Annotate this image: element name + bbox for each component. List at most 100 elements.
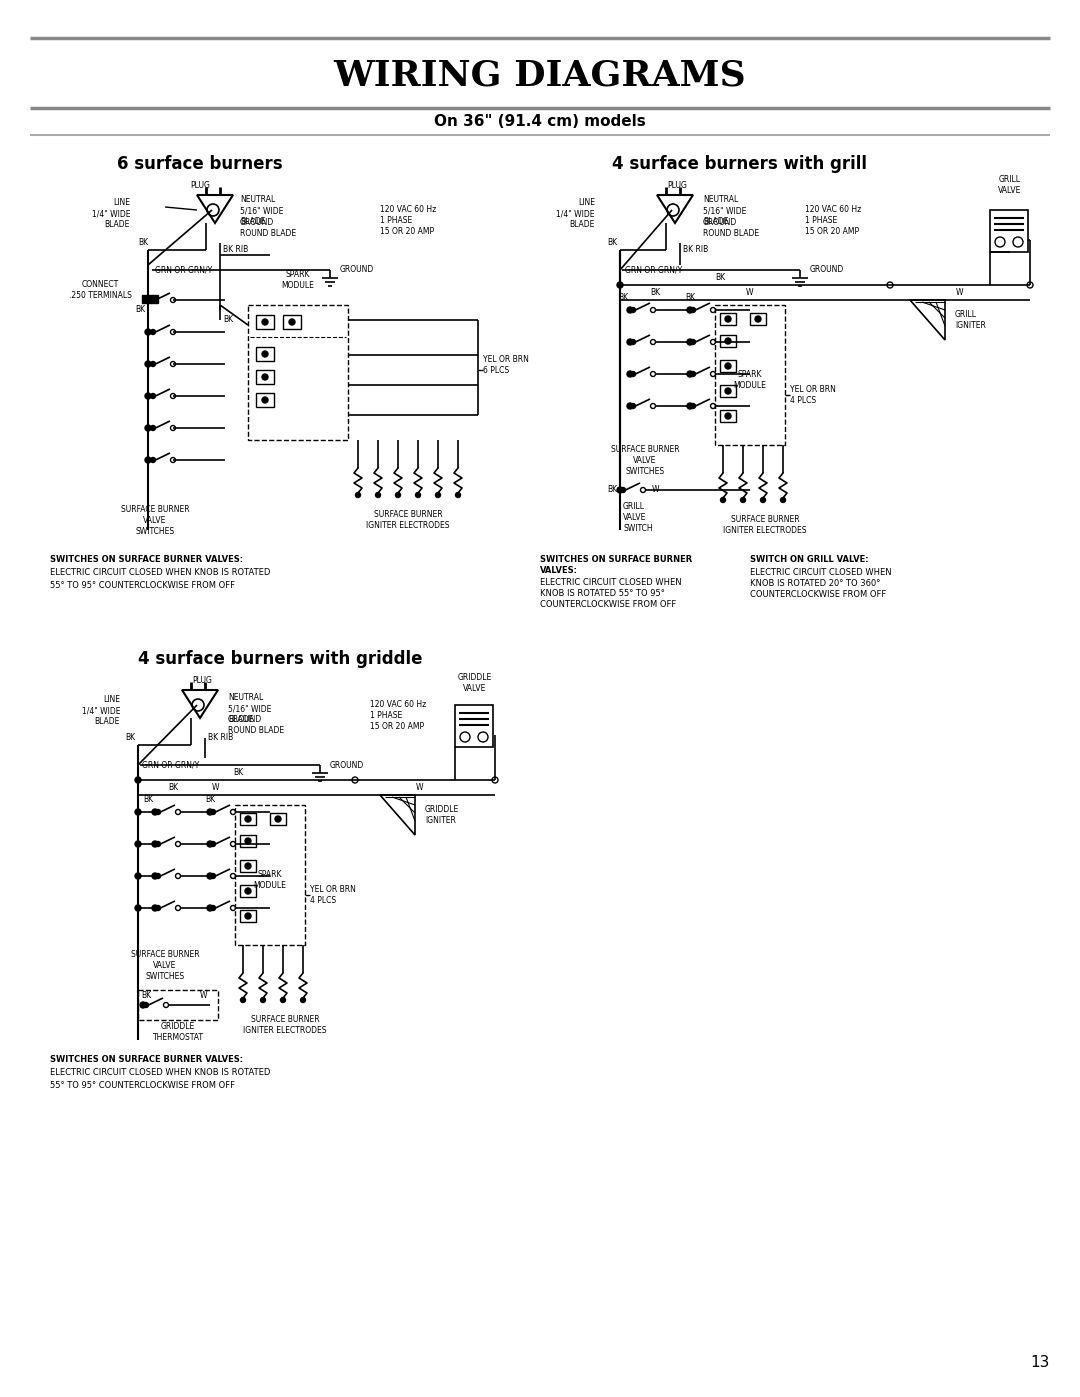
Circle shape: [631, 404, 635, 408]
Circle shape: [725, 414, 731, 419]
Text: LINE
1/4" WIDE
BLADE: LINE 1/4" WIDE BLADE: [81, 694, 120, 726]
Text: 4 surface burners with griddle: 4 surface burners with griddle: [138, 650, 422, 668]
Bar: [248, 305, 348, 440]
Circle shape: [245, 863, 251, 869]
Circle shape: [207, 809, 213, 814]
Circle shape: [621, 488, 625, 493]
Circle shape: [156, 873, 161, 879]
Circle shape: [241, 997, 245, 1003]
Text: W: W: [746, 288, 754, 298]
Circle shape: [211, 873, 216, 879]
Text: BK: BK: [205, 795, 215, 805]
Circle shape: [300, 997, 306, 1003]
Text: SPARK
MODULE: SPARK MODULE: [282, 270, 314, 291]
Text: 120 VAC 60 Hz
1 PHASE
15 OR 20 AMP: 120 VAC 60 Hz 1 PHASE 15 OR 20 AMP: [370, 700, 427, 731]
Text: PLUG: PLUG: [667, 182, 687, 190]
Circle shape: [260, 997, 266, 1003]
Circle shape: [211, 905, 216, 911]
Circle shape: [135, 809, 141, 814]
Circle shape: [760, 497, 766, 503]
Text: ELECTRIC CIRCUIT CLOSED WHEN
KNOB IS ROTATED 55° TO 95°
COUNTERCLOCKWISE FROM OF: ELECTRIC CIRCUIT CLOSED WHEN KNOB IS ROT…: [540, 578, 681, 609]
Circle shape: [207, 905, 213, 911]
Circle shape: [631, 372, 635, 377]
Text: GRN OR GRN/Y: GRN OR GRN/Y: [625, 265, 683, 274]
Bar: [720, 409, 735, 422]
Text: ELECTRIC CIRCUIT CLOSED WHEN
KNOB IS ROTATED 20° TO 360°
COUNTERCLOCKWISE FROM O: ELECTRIC CIRCUIT CLOSED WHEN KNOB IS ROT…: [750, 569, 892, 599]
Circle shape: [627, 402, 633, 409]
Text: YEL OR BRN
4 PLCS: YEL OR BRN 4 PLCS: [789, 386, 836, 405]
Circle shape: [145, 330, 151, 335]
Text: SURFACE BURNER
IGNITER ELECTRODES: SURFACE BURNER IGNITER ELECTRODES: [243, 1016, 327, 1035]
Circle shape: [355, 493, 361, 497]
Circle shape: [245, 838, 251, 844]
Bar: [240, 861, 256, 872]
Text: BK RIB: BK RIB: [683, 246, 708, 254]
Circle shape: [144, 1003, 149, 1007]
Text: On 36" (91.4 cm) models: On 36" (91.4 cm) models: [434, 115, 646, 130]
Bar: [256, 370, 274, 384]
Bar: [270, 813, 286, 826]
Circle shape: [376, 493, 380, 497]
Circle shape: [156, 905, 161, 911]
Text: LINE
1/4" WIDE
BLADE: LINE 1/4" WIDE BLADE: [92, 198, 130, 229]
Circle shape: [289, 319, 295, 326]
Circle shape: [211, 809, 216, 814]
Circle shape: [150, 394, 156, 398]
Bar: [455, 705, 492, 747]
Text: GRN OR GRN/Y: GRN OR GRN/Y: [156, 265, 213, 274]
Bar: [141, 295, 158, 303]
Text: 6 surface burners: 6 surface burners: [118, 155, 283, 173]
Circle shape: [135, 777, 141, 782]
Text: BK: BK: [135, 306, 145, 314]
Text: GROUND
ROUND BLADE: GROUND ROUND BLADE: [240, 218, 296, 237]
Text: W: W: [651, 486, 659, 495]
Text: ELECTRIC CIRCUIT CLOSED WHEN KNOB IS ROTATED: ELECTRIC CIRCUIT CLOSED WHEN KNOB IS ROT…: [50, 569, 270, 577]
Circle shape: [145, 393, 151, 400]
Circle shape: [755, 316, 761, 321]
Text: W: W: [416, 782, 423, 792]
Circle shape: [135, 905, 141, 911]
Circle shape: [150, 298, 156, 303]
Text: SURFACE BURNER
IGNITER ELECTRODES: SURFACE BURNER IGNITER ELECTRODES: [366, 510, 449, 529]
Circle shape: [627, 339, 633, 345]
Text: CONNECT
.250 TERMINALS: CONNECT .250 TERMINALS: [68, 279, 132, 300]
Text: SWITCHES ON SURFACE BURNER VALVES:: SWITCHES ON SURFACE BURNER VALVES:: [50, 1055, 243, 1065]
Circle shape: [617, 488, 623, 493]
Text: WIRING DIAGRAMS: WIRING DIAGRAMS: [334, 59, 746, 92]
Text: SPARK
MODULE: SPARK MODULE: [254, 870, 286, 890]
Circle shape: [281, 997, 285, 1003]
Circle shape: [207, 841, 213, 847]
Circle shape: [145, 298, 151, 303]
Bar: [720, 313, 735, 326]
Bar: [240, 813, 256, 826]
Circle shape: [152, 873, 158, 879]
Text: GROUND: GROUND: [340, 265, 375, 274]
Text: BK: BK: [685, 293, 696, 303]
Circle shape: [690, 339, 696, 345]
Bar: [750, 313, 766, 326]
Circle shape: [687, 372, 693, 377]
Text: BK: BK: [233, 768, 243, 777]
Circle shape: [690, 404, 696, 408]
Circle shape: [207, 873, 213, 879]
Text: SWITCH ON GRILL VALVE:: SWITCH ON GRILL VALVE:: [750, 555, 868, 564]
Bar: [715, 305, 785, 446]
Circle shape: [145, 360, 151, 367]
Text: GROUND
ROUND BLADE: GROUND ROUND BLADE: [703, 218, 759, 237]
Circle shape: [152, 905, 158, 911]
Bar: [720, 360, 735, 372]
Circle shape: [150, 426, 156, 430]
Circle shape: [156, 809, 161, 814]
Text: BK: BK: [607, 237, 617, 247]
Text: NEUTRAL
5/16" WIDE
BLADE: NEUTRAL 5/16" WIDE BLADE: [228, 693, 271, 724]
Circle shape: [631, 339, 635, 345]
Text: GRIDDLE
IGNITER: GRIDDLE IGNITER: [426, 805, 459, 826]
Text: LINE
1/4" WIDE
BLADE: LINE 1/4" WIDE BLADE: [556, 198, 595, 229]
Text: BK: BK: [222, 314, 233, 324]
Text: BK: BK: [650, 288, 660, 298]
Text: BK: BK: [607, 486, 617, 495]
Circle shape: [275, 816, 281, 821]
Text: 13: 13: [1030, 1355, 1050, 1370]
Circle shape: [781, 497, 785, 503]
Circle shape: [416, 493, 420, 497]
